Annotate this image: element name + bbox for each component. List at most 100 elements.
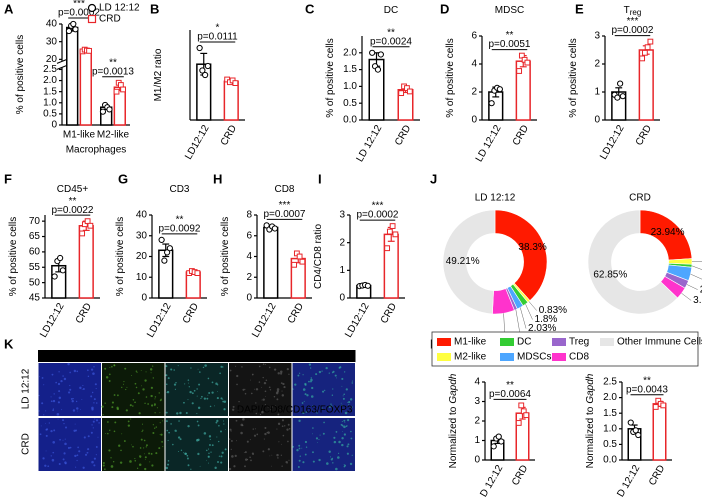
micrograph-speck	[139, 457, 141, 458]
data-point	[627, 419, 634, 426]
data-point	[374, 66, 382, 73]
micrograph-speck	[178, 420, 180, 422]
micrograph-speck	[105, 376, 109, 379]
data-point	[86, 47, 92, 54]
x-tick-label: CRD	[181, 301, 201, 325]
micrograph-speck	[118, 444, 121, 447]
data-point	[515, 420, 522, 426]
micrograph-speck	[208, 452, 210, 455]
panel-label: A	[4, 1, 14, 16]
micrograph-speck	[207, 455, 210, 458]
micrograph-speck	[214, 405, 215, 407]
micrograph-speck	[69, 384, 71, 387]
panel-title-text: DC	[384, 5, 398, 16]
micrograph-speck	[94, 418, 96, 420]
data-point	[161, 257, 168, 264]
micrograph-speck	[318, 439, 320, 441]
pie-title: LD 12:12	[475, 193, 516, 204]
micrograph-speck	[346, 445, 349, 448]
significance-stars: *	[216, 23, 220, 34]
micrograph-speck	[111, 401, 115, 404]
y-axis-label-text: % of positive cells	[115, 217, 126, 296]
p-value: p=0.0043	[626, 384, 668, 395]
micrograph-speck	[311, 433, 313, 435]
micrograph-speck	[145, 396, 148, 398]
micrograph-speck	[252, 428, 254, 430]
micrograph-speck	[292, 388, 294, 390]
micrograph-speck	[302, 411, 305, 414]
micrograph-speck	[335, 467, 338, 471]
x-tick-label: LD 12:12	[355, 123, 385, 164]
micrograph-speck	[223, 423, 225, 425]
micrograph-speck	[44, 464, 47, 467]
micrograph-speck	[141, 423, 144, 425]
pie-label: 0.83%	[539, 305, 567, 316]
x-tick-label: CRD	[510, 463, 530, 487]
micrograph-speck	[131, 375, 133, 377]
micrograph-speck	[108, 380, 111, 382]
bar	[66, 26, 79, 126]
micrograph-speck	[187, 425, 190, 428]
micrograph-speck	[328, 450, 331, 454]
micrograph-speck	[45, 410, 47, 412]
row-label: CRD	[21, 433, 32, 455]
micrograph-speck	[349, 398, 353, 401]
micrograph-speck	[271, 454, 273, 456]
micrograph-speck	[69, 371, 71, 374]
micrograph-speck	[267, 448, 270, 451]
micrograph-speck	[101, 405, 104, 408]
y-tick-label: 3	[474, 396, 480, 407]
x-tick-label: CRD	[511, 123, 531, 147]
micrograph-speck	[322, 390, 325, 393]
micrograph-speck	[244, 458, 248, 461]
y-axis-label: % of positive cells	[325, 38, 336, 117]
micrograph-speck	[204, 364, 207, 367]
bar	[79, 49, 92, 126]
panel-label: B	[150, 1, 159, 16]
micrograph-speck	[344, 411, 348, 415]
micrograph-speck	[86, 451, 89, 454]
data-point	[72, 26, 79, 33]
y-tick-label: 2.0	[343, 47, 357, 58]
micrograph-speck	[110, 465, 114, 468]
data-point	[641, 49, 648, 56]
micrograph-speck	[343, 425, 346, 429]
micrograph-speck	[167, 463, 170, 466]
y-tick-label: 0	[474, 455, 480, 466]
micrograph-speck	[144, 402, 146, 405]
micrograph-speck	[281, 394, 285, 397]
data-point	[84, 218, 91, 225]
y-axis-label: % of positive cells	[8, 217, 19, 296]
micrograph-speck	[341, 404, 343, 407]
micrograph-speck	[167, 439, 169, 441]
micrograph-speck	[162, 420, 164, 422]
micrograph-speck	[40, 425, 42, 427]
micrograph-speck	[94, 383, 97, 386]
micrograph-speck	[215, 421, 218, 424]
pie-leader	[690, 273, 702, 280]
micrograph-speck	[310, 395, 314, 398]
micrograph-speck	[140, 385, 142, 387]
data-point	[498, 438, 505, 445]
micrograph-speck	[165, 466, 169, 470]
micrograph-speck	[221, 451, 224, 454]
micrograph-speck	[316, 412, 318, 414]
data-point	[652, 404, 659, 410]
data-point	[158, 236, 165, 243]
micrograph-speck	[47, 465, 50, 468]
micrograph-speck	[261, 410, 264, 414]
micrograph-speck	[219, 455, 221, 457]
micrograph-speck	[156, 407, 158, 409]
micrograph-speck	[216, 397, 219, 400]
panel-label: I	[318, 171, 322, 186]
micrograph-speck	[50, 400, 53, 403]
micrograph-speck	[244, 392, 247, 395]
micrograph-speck	[269, 455, 271, 457]
micrograph-speck	[222, 398, 224, 400]
data-point	[79, 230, 86, 237]
micrograph-speck	[196, 412, 198, 415]
data-point	[364, 282, 371, 289]
micrograph-speck	[145, 446, 147, 448]
micrograph-speck	[299, 372, 301, 374]
x-tick-label: CRD	[74, 301, 94, 325]
